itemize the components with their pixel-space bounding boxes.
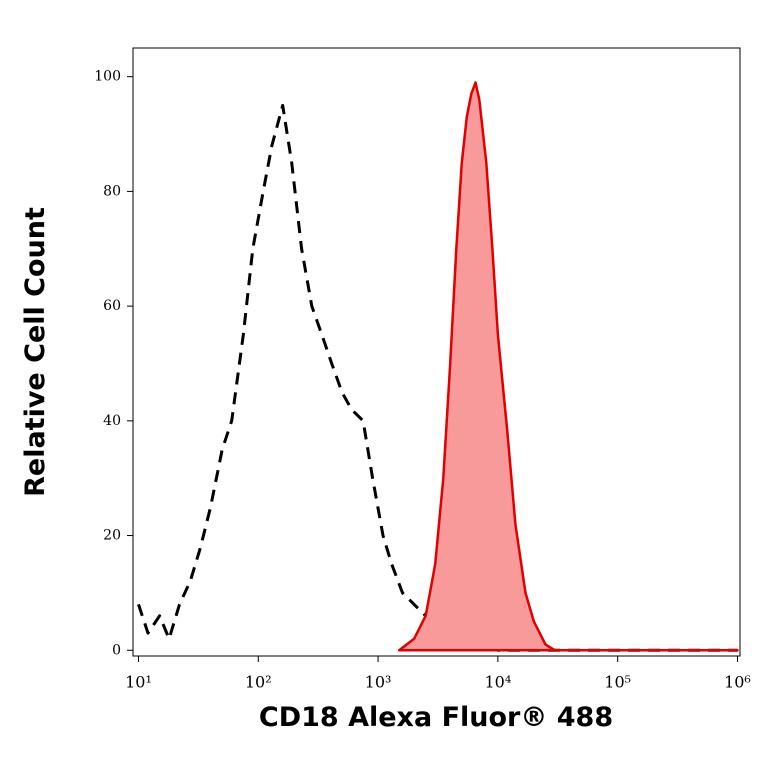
- y-tick-label: 40: [103, 413, 121, 429]
- plot-frame: [132, 47, 741, 657]
- x-axis-title: CD18 Alexa Fluor® 488: [259, 702, 613, 733]
- y-axis-title: Relative Cell Count: [20, 207, 51, 497]
- x-tick-label: 10⁶: [724, 673, 751, 692]
- histogram-area: [397, 81, 739, 652]
- x-tick-label: 10⁵: [604, 673, 631, 692]
- y-tick-label: 60: [103, 298, 121, 314]
- x-tick-label: 10⁴: [484, 673, 511, 692]
- y-tick-label: 0: [112, 642, 121, 658]
- x-tick-label: 10³: [365, 673, 392, 692]
- x-tick-label: 10²: [245, 673, 272, 692]
- y-tick-label: 80: [103, 183, 121, 199]
- y-tick-label: 20: [103, 528, 121, 544]
- y-tick-label: 100: [94, 69, 121, 85]
- x-tick-label: 10¹: [125, 673, 152, 692]
- histogram-line: [137, 103, 738, 652]
